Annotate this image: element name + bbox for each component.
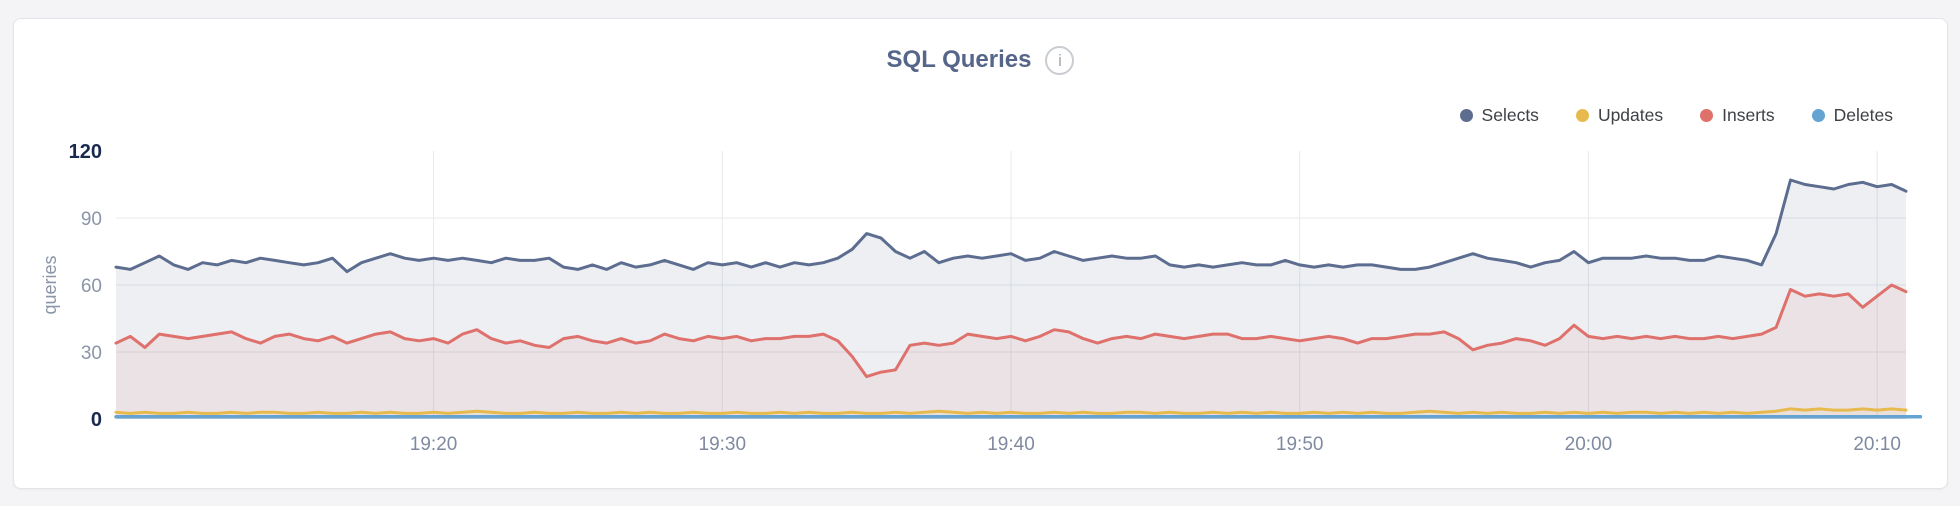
- panel-header: SQL Queries i: [14, 43, 1947, 77]
- chart-panel: SQL Queries i Selects Updates Inserts Delet…: [13, 18, 1948, 489]
- x-tick-label: 20:00: [1565, 434, 1613, 455]
- legend-item-deletes[interactable]: Deletes: [1811, 105, 1893, 126]
- legend-label: Updates: [1597, 105, 1664, 125]
- legend-label: Deletes: [1833, 105, 1893, 125]
- legend-label: Inserts: [1722, 105, 1775, 125]
- legend-label: Selects: [1481, 105, 1539, 125]
- legend: Selects Updates Inserts Deletes: [1459, 105, 1893, 126]
- y-tick-label: 30: [81, 343, 102, 364]
- series-line-inserts: [114, 283, 1908, 379]
- y-axis-title: queries: [40, 255, 60, 314]
- series-line-selects: [114, 178, 1908, 274]
- panel-title: SQL Queries: [886, 46, 1032, 73]
- legend-dot-deletes: [1811, 109, 1825, 122]
- series-area-inserts: [116, 285, 1906, 419]
- y-tick-label: 120: [69, 141, 102, 163]
- y-tick-label: 0: [91, 409, 102, 431]
- legend-item-selects[interactable]: Selects: [1459, 105, 1539, 126]
- legend-item-updates[interactable]: Updates: [1575, 105, 1664, 126]
- series-line-updates: [114, 407, 1908, 415]
- y-tick-label: 60: [81, 276, 102, 297]
- x-tick-label: 19:30: [699, 434, 747, 455]
- x-tick-label: 19:40: [987, 434, 1035, 455]
- legend-dot-selects: [1459, 109, 1473, 122]
- y-tick-label: 90: [81, 209, 102, 230]
- x-tick-label: 20:10: [1853, 434, 1901, 455]
- x-tick-label: 19:20: [410, 434, 458, 455]
- legend-item-inserts[interactable]: Inserts: [1700, 105, 1775, 126]
- series-area-selects: [116, 180, 1906, 419]
- legend-dot-inserts: [1700, 109, 1714, 122]
- sql-queries-chart: 19:20 19:30 19:40 19:50 20:00 20:10 0 30 60 90 120…: [40, 141, 1923, 455]
- info-icon[interactable]: i: [1045, 45, 1075, 75]
- x-tick-label: 19:50: [1276, 434, 1324, 455]
- legend-dot-updates: [1575, 109, 1589, 122]
